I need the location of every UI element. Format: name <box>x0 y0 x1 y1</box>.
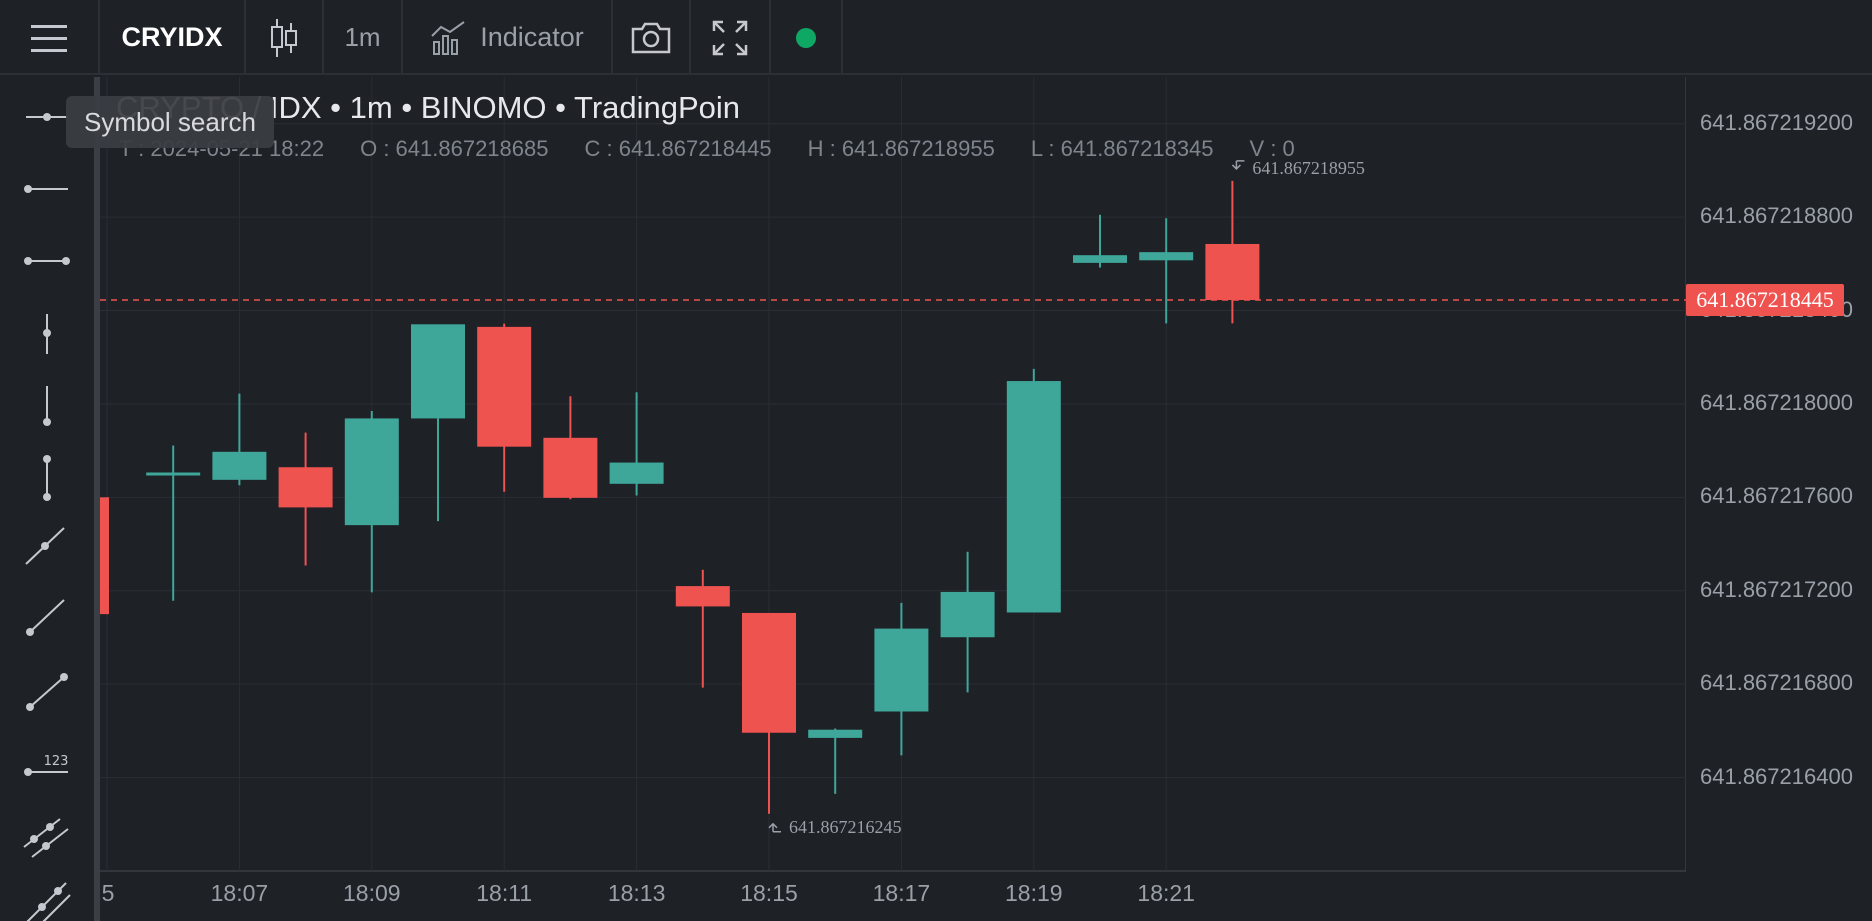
price-tick-label: 641.867218000 <box>1700 389 1853 415</box>
candle-body <box>742 612 796 733</box>
candle-body <box>1073 255 1127 263</box>
vertical-segment-icon[interactable] <box>20 451 74 505</box>
legend-open: O : 641.867218685 <box>360 136 549 161</box>
parallel-channel-icon[interactable] <box>20 807 74 861</box>
interval-button[interactable]: 1m <box>324 0 403 75</box>
plot-background <box>100 77 1686 871</box>
hamburger-menu-icon <box>31 24 67 52</box>
connection-status <box>771 0 843 75</box>
candle-body <box>808 729 863 738</box>
camera-icon <box>631 22 671 53</box>
candle-body <box>1205 243 1260 301</box>
high-marker-arrow <box>1231 160 1245 170</box>
multi-point-line-icon[interactable] <box>20 877 74 921</box>
fullscreen-icon <box>712 20 748 55</box>
candle-body <box>100 497 109 615</box>
horizontal-segment-icon[interactable] <box>20 234 74 288</box>
candle-body <box>278 467 333 508</box>
indicator-chart-icon <box>431 20 465 55</box>
svg-text:123: 123 <box>44 754 69 769</box>
horizontal-line-left-icon[interactable] <box>20 162 74 216</box>
menu-button[interactable] <box>0 0 100 75</box>
price-tick-label: 641.867216800 <box>1700 670 1853 696</box>
legend-low: L : 641.867218345 <box>1030 136 1214 161</box>
candle-body <box>874 628 929 712</box>
time-tick-label: 18:09 <box>343 880 401 906</box>
indicator-button[interactable]: Indicator <box>403 0 613 75</box>
candle-body <box>1139 252 1194 261</box>
symbol-search-tooltip: Symbol search <box>66 96 274 148</box>
time-tick-label: 18:15 <box>740 880 798 906</box>
drawing-toolbar: 123 <box>0 77 94 921</box>
legend-close: C : 641.867218445 <box>584 136 772 161</box>
price-tick-label: 641.867217600 <box>1700 483 1853 509</box>
horizontal-ray-icon[interactable] <box>20 90 74 144</box>
legend-volume: V : 0 <box>1249 136 1295 161</box>
candle-body <box>543 437 598 498</box>
legend-high: H : 641.867218955 <box>807 136 995 161</box>
toolbar-divider[interactable] <box>94 77 100 921</box>
vertical-line-icon[interactable] <box>20 306 74 360</box>
indicator-label: Indicator <box>480 22 584 52</box>
time-tick-label: 18:11 <box>476 880 533 906</box>
candle-body <box>675 586 730 607</box>
price-tick-label: 641.867218800 <box>1700 203 1853 229</box>
last-price-tag: 641.867218445 <box>1686 284 1844 317</box>
symbol-search-button[interactable]: CRYIDX <box>100 0 246 75</box>
price-tick-label: 641.867219200 <box>1700 109 1853 135</box>
candle-body <box>940 591 995 638</box>
screenshot-button[interactable] <box>613 0 691 75</box>
time-tick-label: 18:13 <box>607 880 666 906</box>
candle-body <box>344 418 399 526</box>
time-tick-label: 18:07 <box>210 880 269 906</box>
ray-line-icon[interactable] <box>20 518 74 572</box>
candle-body <box>212 451 267 480</box>
time-tick-label: 18:17 <box>872 880 931 906</box>
chart-type-button[interactable] <box>246 0 324 75</box>
candlestick-chart[interactable]: 641.867218955 641.867216245 <box>100 77 1686 921</box>
candle-body <box>146 472 201 476</box>
top-toolbar: CRYIDX 1m Indicator <box>0 0 1872 75</box>
trend-line-icon[interactable] <box>20 588 74 642</box>
high-marker-label: 641.867218955 <box>1252 158 1365 178</box>
vertical-ray-icon[interactable] <box>20 382 74 436</box>
price-tick-label: 641.867216400 <box>1700 763 1853 789</box>
segment-line-icon[interactable] <box>20 663 74 717</box>
price-tick-label: 641.867217200 <box>1700 576 1853 602</box>
low-marker-arrow <box>768 822 781 833</box>
candle-body <box>477 326 532 447</box>
chart-legend-ohlc: T : 2024-05-21 18:22 O : 641.867218685 C… <box>119 136 1331 162</box>
candle-body <box>411 324 465 419</box>
time-tick-label: 18:19 <box>1005 880 1063 906</box>
low-marker-label: 641.867216245 <box>789 817 902 837</box>
symbol-label: CRYIDX <box>121 22 223 52</box>
candle-body <box>1006 381 1061 613</box>
price-label-icon[interactable]: 123 <box>20 737 74 791</box>
candle-body <box>609 462 664 484</box>
price-axis[interactable]: 641.867219200641.867218800641.8672184006… <box>1686 77 1872 871</box>
interval-label: 1m <box>344 22 381 52</box>
time-tick-label: 5 <box>101 880 115 906</box>
fullscreen-button[interactable] <box>691 0 771 75</box>
candlestick-icon <box>271 18 297 57</box>
time-tick-label: 18:21 <box>1137 880 1195 906</box>
status-dot-icon <box>796 27 816 48</box>
